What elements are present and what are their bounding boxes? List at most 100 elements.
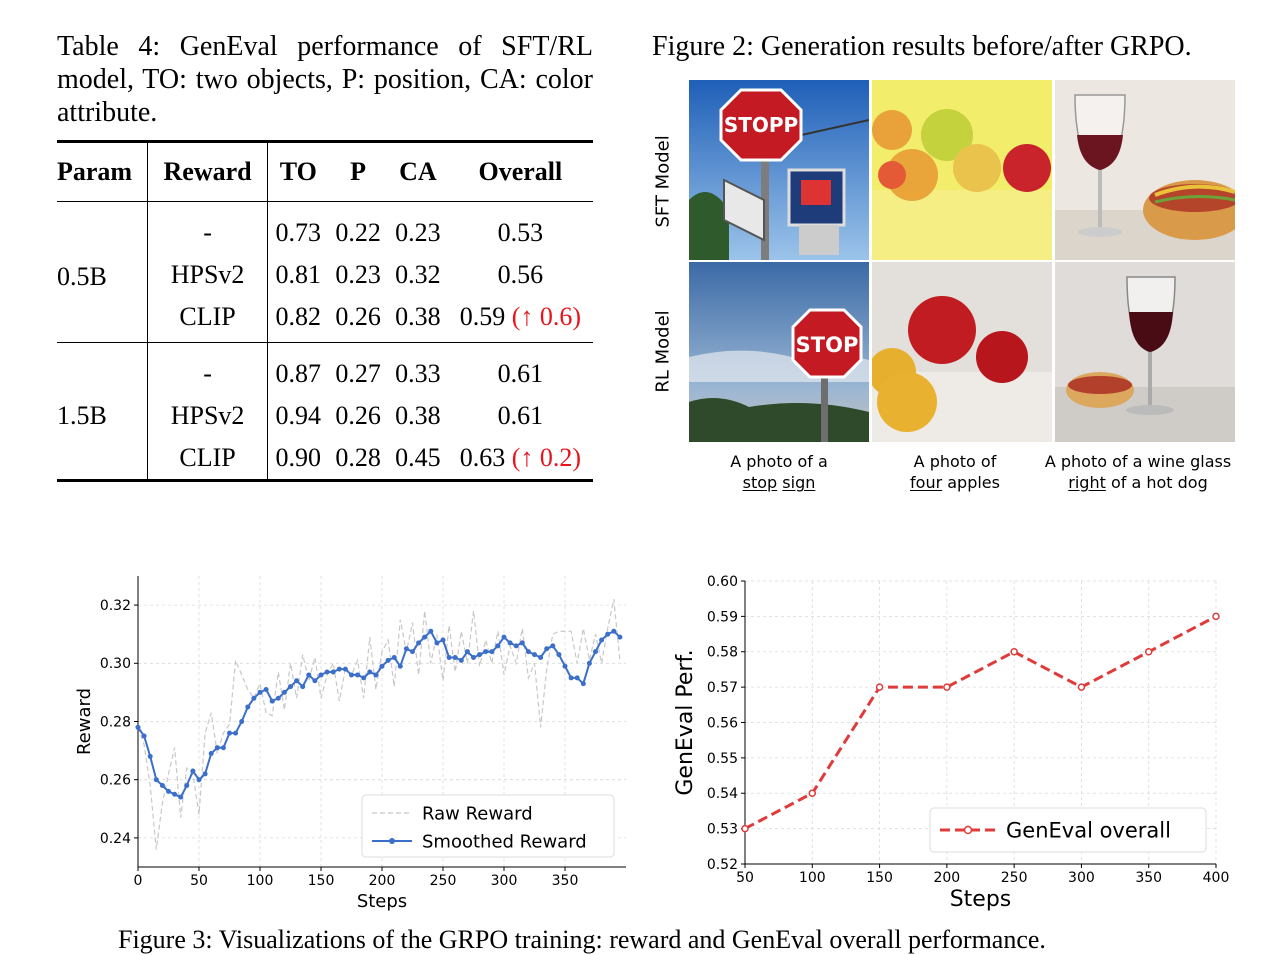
header-p: P [350, 157, 367, 186]
ca-cell: 0.45 [395, 443, 441, 472]
y-tick-label: 0.57 [707, 680, 738, 696]
overall-value: 0.59 [459, 302, 506, 331]
row-label-rl: RL Model [652, 310, 674, 393]
x-tick-label: 250 [430, 873, 457, 889]
p-cell: 0.27 [335, 359, 381, 388]
sft-wine-hotdog-image [1055, 80, 1235, 260]
y-tick-label: 0.54 [707, 786, 738, 802]
prompt-keyword: right [1068, 473, 1106, 492]
data-point [562, 663, 568, 669]
to-cell: 0.94 [275, 401, 322, 430]
data-point [495, 643, 501, 649]
data-point [251, 695, 257, 701]
data-point [245, 704, 251, 710]
data-point [538, 654, 544, 660]
prompt-wine-glass: A photo of a wine glass right of a hot d… [1040, 451, 1236, 493]
table-caption: Table 4: GenEval performance of SFT/RL m… [57, 31, 593, 128]
table-group-1-5b: 1.5B - 0.87 0.27 0.33 0.61 HPSv2 0.94 0.… [57, 342, 593, 481]
data-point [599, 637, 605, 643]
data-point [513, 643, 519, 649]
reward-cell: CLIP [147, 437, 269, 481]
prompt-keyword: stop [742, 473, 778, 492]
ca-cell: 0.33 [395, 359, 441, 388]
data-point [580, 681, 586, 687]
data-point [525, 649, 531, 655]
sft-apples-image [872, 80, 1052, 260]
data-point [1077, 683, 1086, 691]
legend-marker [963, 825, 973, 835]
table-group-0-5b: 0.5B - 0.73 0.22 0.23 0.53 HPSv2 0.81 0.… [57, 201, 593, 343]
rl-apples-image [872, 262, 1052, 442]
data-point [355, 672, 361, 678]
x-tick-label: 150 [866, 870, 893, 886]
y-tick-label: 0.28 [100, 714, 131, 730]
data-point [403, 646, 409, 652]
data-point [379, 663, 385, 669]
overall-cell: 0.63 (↑ 0.2) [448, 437, 593, 481]
overall-cell: 0.56 [448, 254, 593, 296]
x-tick-label: 0 [134, 873, 143, 889]
data-point [324, 669, 330, 675]
data-point [306, 672, 312, 678]
data-point [257, 689, 263, 695]
y-tick-label: 0.26 [100, 773, 131, 789]
data-point [397, 663, 403, 669]
results-table-container: Param Reward TO P CA Overall 0.5B - 0.73… [57, 140, 593, 482]
data-point [1212, 612, 1220, 621]
data-point [294, 678, 300, 684]
prompt-text: A photo of a wine glass [1044, 452, 1232, 471]
overall-value: 0.61 [497, 401, 544, 430]
data-point [611, 628, 617, 634]
data-point [574, 675, 580, 681]
prompt-text: apples [942, 473, 1000, 492]
data-point [141, 733, 147, 739]
figure3-caption: Figure 3: Visualizations of the GRPO tra… [118, 925, 1046, 954]
x-tick-label: 300 [491, 873, 518, 889]
data-point [233, 730, 239, 736]
data-point [166, 788, 171, 794]
reward-chart: 0 50 100 150 200 250 300 350 0.24 0.26 0.28 0.30 0.3… [74, 576, 626, 912]
data-point [202, 771, 208, 777]
y-tick-label: 0.32 [100, 598, 131, 614]
x-tick-label: 150 [308, 873, 335, 889]
data-point [178, 794, 184, 800]
header-overall: Overall [478, 157, 563, 186]
data-point [214, 745, 220, 751]
overall-value: 0.63 [459, 443, 506, 472]
overall-value: 0.56 [497, 260, 544, 289]
data-point [220, 745, 226, 751]
header-param: Param [57, 141, 148, 202]
ca-cell: 0.38 [395, 302, 441, 331]
to-cell: 0.73 [275, 218, 322, 247]
table-row: HPSv2 0.81 0.23 0.32 0.56 [57, 254, 593, 296]
data-point [227, 730, 232, 736]
x-tick-label: 100 [247, 873, 274, 889]
data-point [349, 672, 354, 678]
x-tick-label: 200 [933, 870, 960, 886]
legend-label: Raw Reward [422, 803, 533, 824]
prompt-four-apples: A photo of four apples [872, 451, 1038, 493]
data-point [361, 675, 367, 681]
p-cell: 0.26 [335, 401, 381, 430]
p-cell: 0.23 [335, 260, 381, 289]
table-header-row: Param Reward TO P CA Overall [57, 141, 593, 202]
data-point [153, 777, 159, 783]
p-cell: 0.22 [335, 218, 381, 247]
improvement-delta: (↑ 0.6) [511, 302, 582, 331]
y-tick-label: 0.24 [100, 831, 131, 847]
reward-cell: HPSv2 [147, 395, 269, 437]
data-point [336, 666, 342, 672]
row-label-sft: SFT Model [652, 135, 674, 228]
data-point [275, 695, 281, 701]
table-row: CLIP 0.82 0.26 0.38 0.59 (↑ 0.6) [57, 296, 593, 343]
data-point [147, 753, 153, 759]
data-point [440, 637, 446, 643]
data-point [544, 646, 550, 652]
data-point [391, 654, 397, 660]
table-row: HPSv2 0.94 0.26 0.38 0.61 [57, 395, 593, 437]
data-point [184, 783, 190, 789]
data-point [269, 698, 275, 704]
data-point [373, 672, 379, 678]
data-point [568, 675, 574, 681]
overall-cell: 0.59 (↑ 0.6) [448, 296, 593, 343]
